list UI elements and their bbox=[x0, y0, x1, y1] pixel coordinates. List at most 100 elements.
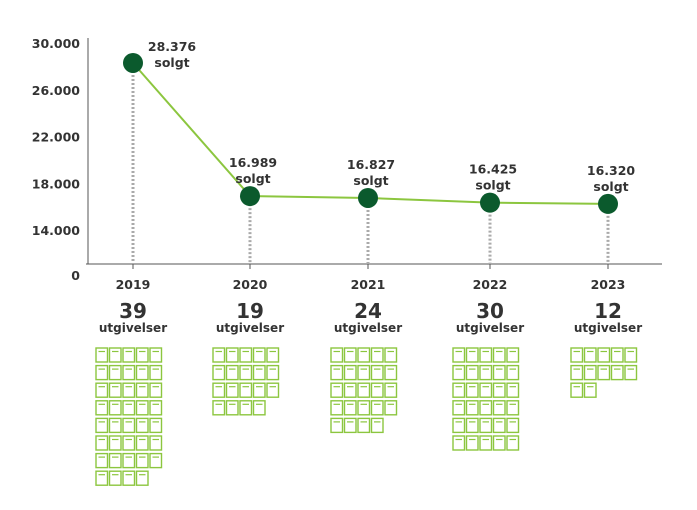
book-cover bbox=[212, 400, 226, 416]
book-icon bbox=[212, 347, 226, 363]
data-point-marker bbox=[123, 52, 143, 73]
book-icon bbox=[212, 400, 226, 416]
book-icon bbox=[330, 400, 344, 416]
book-cover bbox=[95, 470, 109, 486]
book-icon bbox=[570, 382, 584, 398]
book-icon bbox=[610, 347, 624, 363]
book-icon bbox=[95, 452, 109, 469]
book-icon bbox=[506, 364, 520, 381]
book-cover bbox=[149, 435, 163, 451]
release-counts: 39utgivelser19utgivelser24utgivelser30ut… bbox=[99, 299, 642, 335]
data-labels: 28.376solgt16.989solgt16.827solgt16.425s… bbox=[148, 39, 636, 194]
book-cover bbox=[239, 364, 253, 381]
book-cover bbox=[149, 417, 163, 434]
book-cover bbox=[122, 347, 136, 363]
book-icon bbox=[330, 364, 344, 381]
book-icon bbox=[212, 382, 226, 398]
data-label-unit: solgt bbox=[154, 55, 189, 70]
book-cover bbox=[624, 364, 638, 381]
book-cover bbox=[239, 400, 253, 416]
book-cover bbox=[149, 347, 163, 363]
book-cover bbox=[252, 347, 266, 363]
book-cover bbox=[343, 417, 357, 434]
book-cover bbox=[370, 400, 384, 416]
release-count-unit: utgivelser bbox=[456, 321, 524, 335]
book-cover bbox=[610, 364, 624, 381]
book-cover bbox=[239, 382, 253, 398]
book-cover bbox=[122, 452, 136, 469]
book-icon bbox=[370, 400, 384, 416]
book-icon bbox=[492, 435, 506, 451]
book-icon bbox=[479, 347, 493, 363]
book-cover bbox=[108, 417, 122, 434]
book-icon bbox=[357, 347, 371, 363]
data-point-marker bbox=[358, 187, 378, 208]
book-cover bbox=[330, 417, 344, 434]
book-icon bbox=[122, 400, 136, 416]
book-cover bbox=[506, 347, 520, 363]
book-cover bbox=[384, 382, 398, 398]
book-cover bbox=[212, 382, 226, 398]
book-icon bbox=[624, 347, 638, 363]
book-icon bbox=[108, 470, 122, 486]
book-icon bbox=[135, 435, 149, 451]
book-icon bbox=[492, 417, 506, 434]
book-cover bbox=[465, 400, 479, 416]
book-icon bbox=[95, 470, 109, 486]
book-icon bbox=[465, 400, 479, 416]
book-icon bbox=[122, 382, 136, 398]
book-cover bbox=[122, 382, 136, 398]
book-cover bbox=[212, 347, 226, 363]
book-icon bbox=[135, 347, 149, 363]
book-icon bbox=[108, 452, 122, 469]
x-tick-label: 2019 bbox=[116, 277, 151, 292]
book-cover bbox=[583, 382, 597, 398]
book-cover bbox=[370, 347, 384, 363]
book-icon bbox=[492, 364, 506, 381]
y-tick-label: 18.000 bbox=[32, 176, 81, 191]
book-icon bbox=[357, 364, 371, 381]
release-count: 39 bbox=[119, 299, 147, 323]
book-icon bbox=[122, 364, 136, 381]
book-icon bbox=[252, 382, 266, 398]
data-label: 16.320 bbox=[587, 163, 636, 178]
book-icon bbox=[122, 470, 136, 486]
release-count-unit: utgivelser bbox=[216, 321, 284, 335]
book-icon bbox=[357, 400, 371, 416]
axes bbox=[86, 38, 662, 265]
book-cover bbox=[330, 382, 344, 398]
book-cover bbox=[122, 417, 136, 434]
book-cover bbox=[266, 382, 280, 398]
book-cover bbox=[597, 347, 611, 363]
book-cover bbox=[479, 435, 493, 451]
book-icon bbox=[149, 400, 163, 416]
book-cover bbox=[492, 347, 506, 363]
book-icon bbox=[266, 347, 280, 363]
book-icon bbox=[225, 364, 239, 381]
book-icon bbox=[506, 347, 520, 363]
book-cover bbox=[225, 382, 239, 398]
book-icon bbox=[479, 382, 493, 398]
book-icon bbox=[384, 364, 398, 381]
book-cover bbox=[357, 347, 371, 363]
book-cover bbox=[357, 400, 371, 416]
book-icon bbox=[570, 347, 584, 363]
book-cover bbox=[492, 435, 506, 451]
book-cover bbox=[149, 452, 163, 469]
data-label-unit: solgt bbox=[593, 179, 628, 194]
book-cover bbox=[570, 382, 584, 398]
book-cover bbox=[108, 435, 122, 451]
x-tick-label: 2021 bbox=[351, 277, 386, 292]
book-icon bbox=[108, 400, 122, 416]
book-icon bbox=[252, 400, 266, 416]
book-icon bbox=[108, 435, 122, 451]
book-cover bbox=[95, 400, 109, 416]
book-cover bbox=[225, 347, 239, 363]
book-icon bbox=[149, 435, 163, 451]
book-cover bbox=[370, 382, 384, 398]
book-icon bbox=[149, 382, 163, 398]
book-icon bbox=[330, 347, 344, 363]
release-count-unit: utgivelser bbox=[99, 321, 167, 335]
book-icon bbox=[452, 382, 466, 398]
book-icon bbox=[252, 347, 266, 363]
